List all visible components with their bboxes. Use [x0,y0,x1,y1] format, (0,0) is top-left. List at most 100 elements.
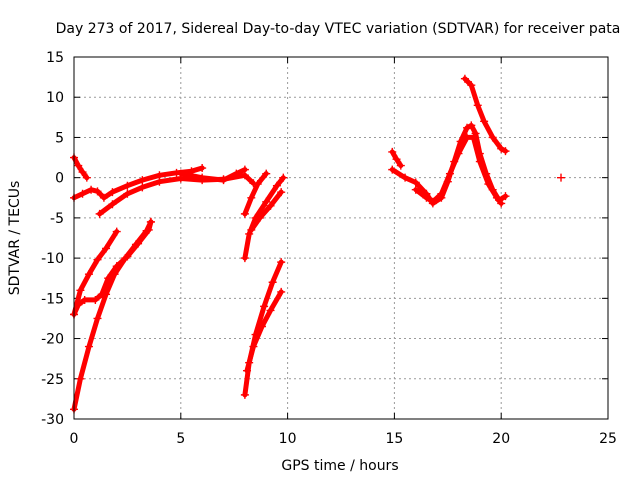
data-point [93,314,102,323]
data-point [437,189,446,198]
data-point [176,169,185,178]
data-point [279,173,288,182]
data-point [123,181,132,190]
data-point [501,147,510,156]
data-point [388,165,397,174]
axis-ticks: 0 5 10 15 20 25 -30 -25 -20 -15 -10 -5 0 5 10 15 [41,50,617,447]
plot-area [70,74,566,414]
data-point [80,295,89,304]
data-point [243,366,252,375]
data-point [138,183,147,192]
data-point [93,187,102,196]
data-point [102,244,111,253]
x-tick-label: 20 [492,431,510,447]
data-point [475,157,484,166]
data-point [411,185,420,194]
y-tick-label: -15 [41,291,64,307]
data-point [219,176,228,185]
data-point [138,176,147,185]
data-point [245,229,254,238]
series-arc-3 [95,171,258,218]
data-point [131,240,140,249]
data-point [488,133,497,142]
data-point [93,255,102,264]
data-point [247,193,256,202]
data-point [460,74,469,83]
series-arc-9 [240,173,288,263]
data-point [95,209,104,218]
data-point [463,123,472,132]
data-point [142,226,151,235]
x-tick-label: 10 [279,431,297,447]
data-point [240,254,249,263]
data-trace [248,189,284,233]
series-arc-4 [176,165,249,185]
data-trace [71,229,120,317]
series-arc-10 [247,188,286,234]
data-point [260,302,269,311]
series-arc-15 [411,133,506,208]
data-point [198,164,207,173]
data-point [501,192,510,201]
data-point [240,390,249,399]
data-point [76,286,85,295]
data-point [74,161,83,170]
data-point [253,180,262,189]
data-point [471,129,480,138]
plot-frame [73,56,609,420]
data-point [277,188,286,197]
data-point [257,322,266,331]
data-point [392,155,401,164]
data-trace [71,219,154,412]
data-point [78,168,87,177]
data-point [87,185,96,194]
series-arc-2 [70,164,207,202]
data-point [497,144,506,153]
data-point [467,121,476,130]
data-point [123,189,132,198]
series-point-17 [557,173,566,182]
data-point [411,178,420,187]
x-tick-label: 15 [385,431,403,447]
data-point [112,227,121,236]
data-point [422,193,431,202]
series-arc-7 [70,217,155,414]
series-arc-16 [460,74,510,156]
data-point [277,287,286,296]
data-point [497,199,506,208]
x-axis-label: GPS time / hours [281,458,398,474]
data-point [110,270,119,279]
data-point [84,342,93,351]
data-point [84,270,93,279]
data-point [266,306,275,315]
data-point [232,169,241,178]
data-point [480,117,489,126]
data-point [445,169,454,178]
data-trace [242,171,269,217]
data-point [247,225,256,234]
y-tick-label: 0 [55,171,64,187]
data-point [240,165,249,174]
data-point [82,173,91,182]
y-tick-label: -10 [41,251,64,267]
data-point [108,188,117,197]
data-point [255,213,264,222]
data-point [155,177,164,186]
data-point [76,374,85,383]
data-point [198,173,207,182]
data-point [268,278,277,287]
data-point [557,173,566,182]
data-point [146,217,155,226]
data-trace [97,172,256,217]
y-axis-label: SDTVAR / TECUs [7,181,23,296]
data-point [78,189,87,198]
series-arc-8 [240,169,271,218]
y-tick-label: 5 [55,130,64,146]
series-arc-1 [70,153,91,182]
data-point [473,101,482,110]
x-tick-label: 25 [599,431,617,447]
data-point [262,197,271,206]
chart-title: Day 273 of 2017, Sidereal Day-to-day VTE… [56,21,621,37]
y-tick-label: 15 [46,50,64,66]
